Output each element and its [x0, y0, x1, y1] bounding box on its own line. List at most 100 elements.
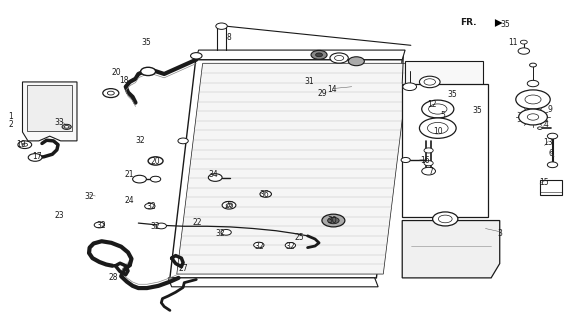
Circle shape [530, 63, 536, 67]
Circle shape [424, 161, 433, 166]
Circle shape [516, 90, 550, 109]
Text: 32: 32 [286, 242, 295, 251]
Text: 32: 32 [215, 229, 225, 238]
Circle shape [18, 141, 32, 148]
Polygon shape [170, 60, 402, 278]
Text: 20: 20 [112, 68, 121, 77]
Text: 35: 35 [447, 90, 457, 99]
Text: 18: 18 [119, 76, 129, 85]
Circle shape [432, 212, 458, 226]
Text: 30: 30 [327, 216, 337, 225]
Text: 15: 15 [540, 178, 549, 187]
Circle shape [108, 91, 114, 95]
Text: 17: 17 [32, 152, 41, 161]
Circle shape [520, 40, 527, 44]
Circle shape [538, 127, 542, 129]
Circle shape [427, 123, 448, 134]
Circle shape [403, 83, 416, 91]
Text: 1: 1 [9, 113, 13, 122]
Text: 32: 32 [151, 222, 160, 231]
Text: 7: 7 [428, 167, 434, 176]
Circle shape [518, 48, 530, 54]
Text: 32: 32 [146, 202, 156, 211]
Circle shape [148, 157, 163, 165]
Circle shape [547, 133, 558, 139]
Text: 32: 32 [85, 191, 94, 201]
Text: 21: 21 [124, 170, 134, 179]
Circle shape [208, 174, 222, 181]
Circle shape [527, 114, 539, 120]
Text: 3: 3 [497, 229, 502, 238]
Polygon shape [402, 220, 500, 278]
Text: 32: 32 [254, 242, 263, 251]
Text: 11: 11 [508, 38, 518, 47]
Circle shape [190, 52, 202, 59]
Circle shape [527, 80, 539, 87]
Text: 24: 24 [124, 196, 134, 205]
Text: 32: 32 [96, 221, 106, 230]
Text: 10: 10 [433, 127, 443, 136]
Text: 5: 5 [440, 111, 445, 120]
Text: 19: 19 [16, 140, 25, 149]
Polygon shape [196, 50, 405, 60]
Polygon shape [540, 180, 562, 195]
Circle shape [401, 157, 410, 163]
Circle shape [216, 23, 227, 29]
Circle shape [151, 177, 160, 182]
Circle shape [519, 109, 547, 125]
Circle shape [260, 191, 271, 197]
Circle shape [316, 53, 323, 57]
Text: 13: 13 [544, 138, 553, 147]
Text: 35: 35 [473, 106, 482, 115]
Text: 29: 29 [317, 89, 327, 98]
Circle shape [151, 176, 161, 182]
Text: 35: 35 [500, 20, 510, 29]
Polygon shape [27, 85, 72, 131]
Polygon shape [168, 278, 378, 287]
Circle shape [145, 203, 155, 209]
Circle shape [438, 215, 452, 223]
Circle shape [226, 204, 232, 207]
Circle shape [335, 55, 344, 60]
Text: 4: 4 [543, 120, 548, 130]
Circle shape [103, 89, 119, 98]
Polygon shape [402, 84, 488, 217]
Circle shape [64, 125, 69, 128]
Circle shape [421, 167, 435, 175]
Circle shape [222, 201, 236, 209]
Circle shape [285, 243, 296, 248]
Circle shape [547, 162, 558, 168]
Text: 25: 25 [294, 233, 304, 242]
Circle shape [419, 118, 456, 138]
Text: 31: 31 [304, 77, 313, 86]
Text: 9: 9 [548, 105, 553, 114]
Circle shape [421, 100, 454, 118]
Circle shape [254, 242, 264, 248]
Text: 28: 28 [108, 273, 118, 282]
Circle shape [330, 53, 348, 63]
Circle shape [424, 79, 435, 85]
Circle shape [178, 138, 188, 144]
Circle shape [525, 95, 541, 104]
Text: 6: 6 [549, 149, 554, 158]
Text: 16: 16 [420, 156, 430, 164]
Text: 2: 2 [9, 120, 13, 130]
Circle shape [311, 50, 327, 59]
Text: 33: 33 [54, 118, 64, 127]
Circle shape [94, 222, 105, 228]
Text: 27: 27 [178, 264, 188, 274]
Text: 12: 12 [427, 100, 437, 109]
Text: 14: 14 [327, 85, 337, 94]
Circle shape [328, 217, 339, 224]
Text: 36: 36 [260, 190, 270, 199]
Text: 22: 22 [192, 218, 202, 227]
Text: 34: 34 [209, 171, 218, 180]
Text: 32: 32 [136, 136, 145, 145]
Circle shape [28, 154, 42, 161]
Circle shape [62, 124, 71, 129]
Polygon shape [22, 82, 77, 141]
Circle shape [156, 223, 167, 229]
Text: 26: 26 [224, 201, 234, 210]
Text: FR.: FR. [461, 19, 477, 28]
Polygon shape [405, 61, 482, 200]
